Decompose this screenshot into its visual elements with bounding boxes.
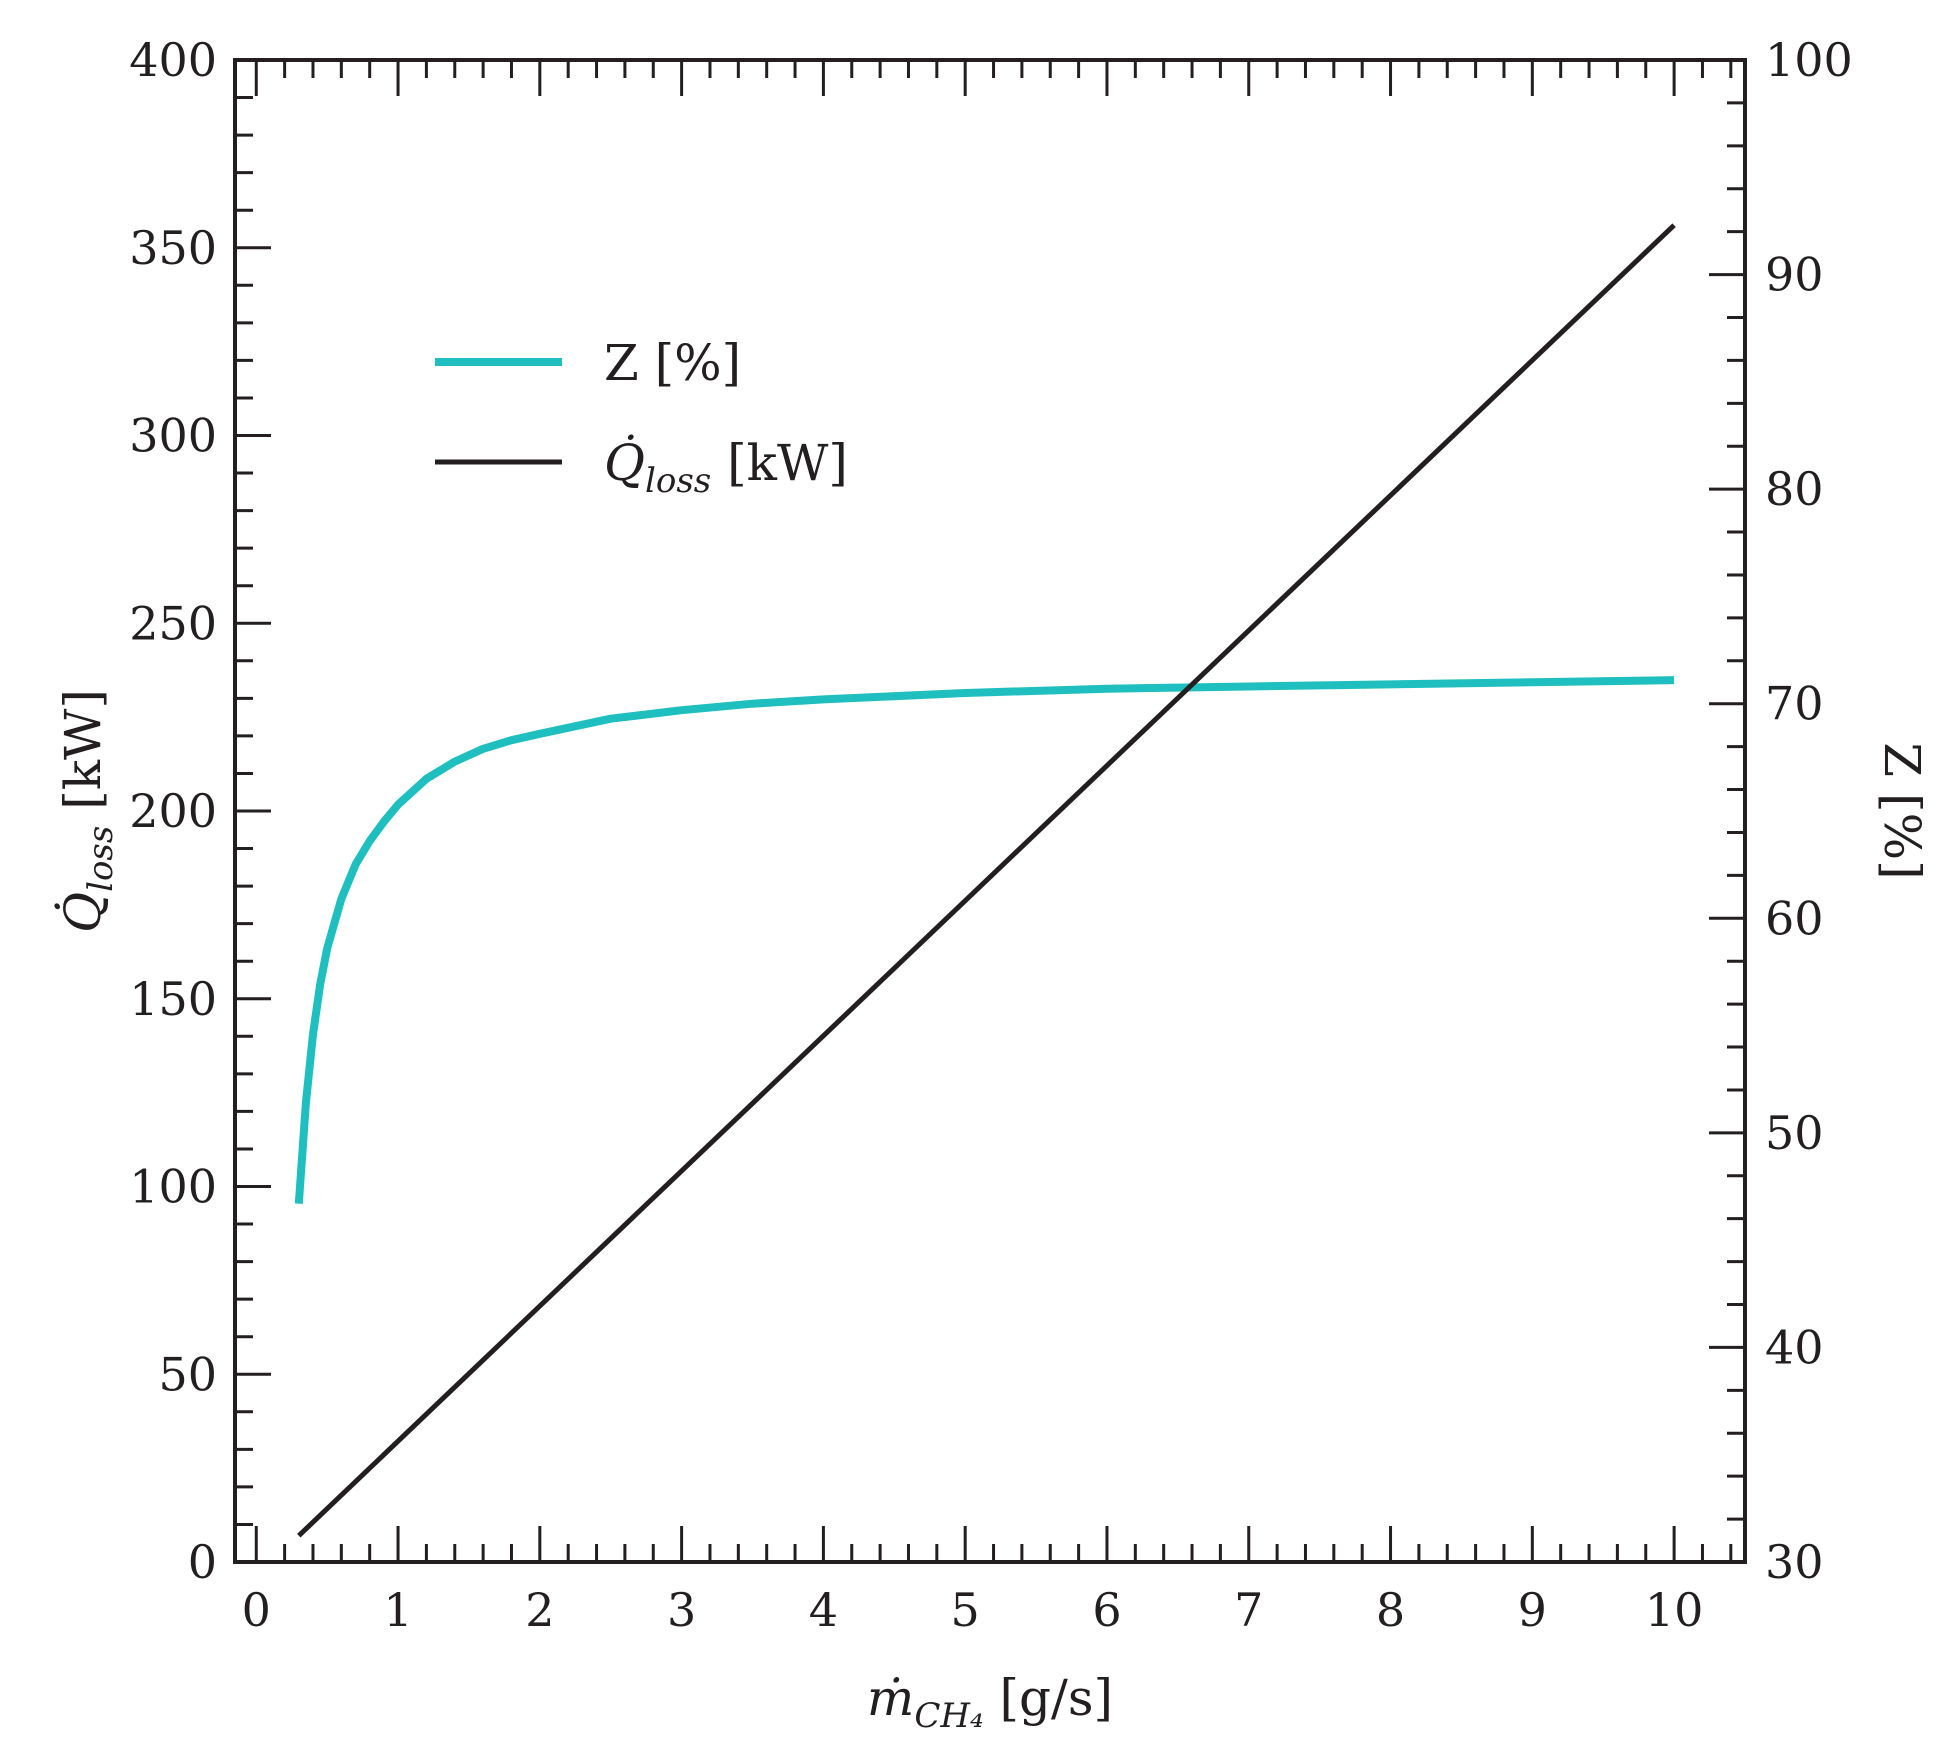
x-tick-label: 9 xyxy=(1518,1583,1547,1637)
y-left-tick-label: 150 xyxy=(129,972,217,1026)
y-right-tick-label: 80 xyxy=(1765,462,1824,516)
x-tick-label: 1 xyxy=(383,1583,412,1637)
legend: Z [%] Q̇loss [kW] xyxy=(435,334,848,501)
y-left-tick-label: 100 xyxy=(129,1160,217,1214)
y-right-tick-label: 90 xyxy=(1765,248,1824,302)
legend-label-qloss: Q̇loss [kW] xyxy=(604,433,848,501)
x-tick-label: 8 xyxy=(1376,1583,1405,1637)
y-left-tick-label: 350 xyxy=(129,221,217,275)
y-right-tick-label: 50 xyxy=(1765,1106,1824,1160)
x-tick-label: 4 xyxy=(809,1583,838,1637)
y-left-axis-label: Q̇loss [kW] xyxy=(53,689,121,933)
x-tick-label: 6 xyxy=(1092,1583,1121,1637)
x-tick-label: 10 xyxy=(1645,1583,1704,1637)
y-right-tick-label: 40 xyxy=(1765,1320,1824,1374)
series-layer xyxy=(294,223,1676,1538)
x-tick-label: 0 xyxy=(242,1583,271,1637)
x-tick-label: 7 xyxy=(1234,1583,1263,1637)
x-tick-label: 2 xyxy=(525,1583,554,1637)
y-right-tick-label: 30 xyxy=(1765,1535,1824,1589)
x-axis-label: ṁCH₄ [g/s] xyxy=(867,1669,1113,1736)
plot-frame xyxy=(233,58,1747,1564)
y-left-tick-label: 250 xyxy=(129,596,217,650)
series-line-z xyxy=(294,676,1675,1204)
y-left-tick-label: 300 xyxy=(129,409,217,463)
y-left-tick-label: 400 xyxy=(129,33,217,87)
legend-label-z: Z [%] xyxy=(604,334,741,392)
x-tick-label: 5 xyxy=(951,1583,980,1637)
y-left-tick-label: 50 xyxy=(158,1347,217,1401)
y-right-tick-label: 100 xyxy=(1765,33,1853,87)
tick-labels: 0 1 2 3 4 5 6 7 8 9 100501001502002503003504003040… xyxy=(129,33,1853,1637)
y-left-tick-label: 200 xyxy=(129,784,217,838)
x-tick-label: 3 xyxy=(667,1583,696,1637)
y-right-tick-label: 60 xyxy=(1765,891,1824,945)
y-left-tick-label: 0 xyxy=(188,1535,217,1589)
tick-marks xyxy=(235,58,1745,1564)
series-line-qloss xyxy=(297,223,1676,1538)
y-right-axis-label: Z [%] xyxy=(1873,742,1931,879)
y-right-tick-label: 70 xyxy=(1765,677,1824,731)
